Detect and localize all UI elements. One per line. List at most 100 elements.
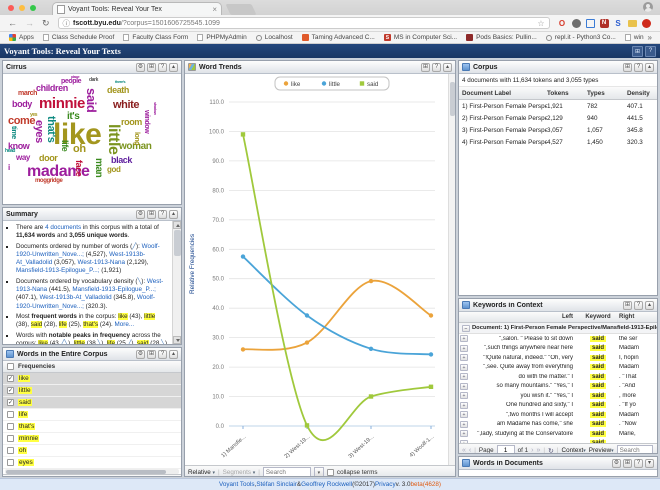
collapse-icon[interactable]: ▴ bbox=[645, 62, 654, 72]
cloud-word[interactable]: man bbox=[93, 158, 104, 178]
export-icon[interactable]: ⊞ bbox=[147, 62, 156, 72]
export-icon[interactable]: ⊞ bbox=[632, 45, 643, 57]
word-row[interactable]: that's bbox=[3, 421, 181, 433]
kwic-document-group[interactable]: − Document: 1) First-Person Female Persp… bbox=[459, 323, 657, 334]
kwic-row[interactable]: + One hundred and sixty," I said . "If yo bbox=[459, 401, 657, 411]
word-checkbox[interactable]: ✓ bbox=[7, 375, 14, 382]
prev-page-icon[interactable]: ‹ bbox=[468, 447, 472, 454]
cloud-word[interactable]: march bbox=[18, 90, 38, 97]
cloud-word[interactable]: time bbox=[10, 126, 17, 139]
site-info-icon[interactable]: ⓘ bbox=[62, 18, 71, 28]
kwic-row[interactable]: + ",two months I will accept said Madam bbox=[459, 410, 657, 420]
help-icon[interactable]: ? bbox=[634, 62, 643, 72]
bookmark-item[interactable]: Taming Advanced C... bbox=[301, 34, 375, 41]
highlighted-term[interactable]: little bbox=[73, 339, 85, 344]
zoom-window-button[interactable] bbox=[30, 4, 36, 11]
export-icon[interactable]: ⊞ bbox=[623, 62, 632, 72]
kwic-row[interactable]: + do with the matter." I said . "That bbox=[459, 372, 657, 382]
gear-icon[interactable]: ⚙ bbox=[136, 349, 145, 359]
cloud-word[interactable]: head bbox=[5, 148, 16, 154]
help-icon[interactable]: ? bbox=[634, 458, 643, 468]
word-row[interactable]: oh bbox=[3, 445, 181, 457]
cloud-word[interactable]: come bbox=[8, 115, 36, 127]
summary-link[interactable]: West-1913-Nana bbox=[77, 259, 126, 267]
trends-search-input[interactable] bbox=[262, 467, 311, 476]
cloud-word[interactable]: black bbox=[111, 155, 133, 165]
minimize-window-button[interactable] bbox=[19, 4, 25, 11]
cloud-word[interactable]: i bbox=[8, 163, 10, 172]
extension-icon-2[interactable] bbox=[571, 18, 581, 28]
word-row[interactable]: minnie bbox=[3, 433, 181, 445]
bookmark-star-icon[interactable]: ☆ bbox=[537, 18, 545, 28]
summary-link[interactable]: Woolf-1920-Unwritten_Nove...; bbox=[16, 242, 160, 258]
extension-icon-4[interactable]: N bbox=[599, 18, 609, 28]
expand-row-icon[interactable]: + bbox=[460, 363, 468, 371]
profile-icon[interactable] bbox=[643, 2, 653, 12]
highlighted-term[interactable]: like bbox=[118, 312, 128, 320]
footer-link[interactable]: Geoffrey Rockwell bbox=[301, 481, 353, 488]
word-checkbox[interactable] bbox=[7, 411, 14, 418]
summary-link[interactable]: More... bbox=[114, 321, 135, 329]
corpus-row[interactable]: 1) First-Person Female Perspec...1,921 78… bbox=[459, 100, 657, 112]
cloud-word[interactable]: like bbox=[53, 118, 102, 151]
extension-icon-1[interactable]: O bbox=[558, 18, 566, 28]
word-row[interactable]: life bbox=[3, 409, 181, 421]
kwic-row[interactable]: + ",such things anywhere near here said Mad… bbox=[459, 344, 657, 354]
word-checkbox[interactable]: ✓ bbox=[7, 387, 14, 394]
browser-tab[interactable]: Voyant Tools: Reveal Your Tex × bbox=[52, 2, 222, 15]
summary-link[interactable]: 4 documents bbox=[45, 224, 82, 231]
bookmark-item[interactable]: Pods Basics: Pullin... bbox=[466, 34, 537, 41]
highlighted-term[interactable]: life bbox=[58, 321, 67, 329]
cloud-word[interactable]: window bbox=[143, 110, 150, 134]
word-checkbox[interactable] bbox=[7, 435, 14, 442]
cloud-word[interactable]: white bbox=[113, 99, 140, 111]
kwic-row[interactable]: + "!Quite natural, indeed." "Oh, very said… bbox=[459, 353, 657, 363]
cloud-word[interactable]: yes bbox=[30, 112, 38, 118]
summary-link[interactable]: Mansfield-1913-Epilogue_P...; bbox=[16, 267, 100, 275]
cloud-word[interactable]: face bbox=[74, 160, 84, 177]
expand-row-icon[interactable]: + bbox=[460, 373, 468, 381]
summary-link[interactable]: Woolf-1920-Unwritten_Nove...; bbox=[16, 294, 155, 310]
extension-icon-6[interactable] bbox=[627, 19, 637, 27]
close-window-button[interactable] bbox=[8, 4, 14, 11]
word-row[interactable]: ✓ little bbox=[3, 385, 181, 397]
help-icon[interactable]: ? bbox=[645, 45, 656, 57]
horizontal-scrollbar[interactable] bbox=[5, 469, 179, 474]
highlighted-term[interactable]: that's bbox=[83, 321, 99, 329]
collapse-icon[interactable]: ▴ bbox=[169, 349, 178, 359]
corpus-column-header[interactable]: Document Label Tokens Types Density bbox=[459, 87, 657, 100]
word-checkbox[interactable]: ✓ bbox=[7, 399, 14, 406]
kwic-row[interactable]: + you wish it." "Yes," I said , more bbox=[459, 391, 657, 401]
cloud-word[interactable]: children bbox=[36, 83, 68, 93]
scroll-up-icon[interactable] bbox=[173, 221, 181, 229]
select-all-checkbox[interactable] bbox=[7, 363, 14, 370]
kwic-row[interactable]: + ",see. Quite away from everything said Ma… bbox=[459, 363, 657, 373]
bookmark-item[interactable]: Apps bbox=[9, 34, 34, 41]
cloud-word[interactable]: know bbox=[8, 141, 30, 151]
summary-link[interactable]: West-1913b-At_Valladolid bbox=[16, 250, 146, 267]
word-row[interactable]: eyes bbox=[3, 457, 181, 469]
summary-link[interactable]: West-1913-Nana bbox=[16, 277, 164, 294]
bookmark-item[interactable]: S MS in Computer Sci... bbox=[383, 34, 457, 41]
cloud-word[interactable]: body bbox=[12, 99, 32, 109]
bookmark-item[interactable]: repl.it - Python3 Co... bbox=[545, 34, 616, 41]
expand-row-icon[interactable]: + bbox=[460, 411, 468, 419]
collapse-icon[interactable]: ▴ bbox=[169, 209, 178, 219]
corpus-row[interactable]: 2) First-Person Female Perspec...2,129 94… bbox=[459, 112, 657, 124]
cloud-word[interactable]: said bbox=[84, 88, 99, 113]
cloud-word[interactable]: woman bbox=[119, 141, 152, 152]
cloud-word[interactable]: madame bbox=[27, 163, 90, 180]
search-input[interactable] bbox=[77, 476, 125, 477]
bookmark-item[interactable]: PHPMyAdmin bbox=[197, 34, 247, 41]
url-field[interactable]: ⓘ fscott.byu.edu/?corpus=1501606725545.1… bbox=[57, 17, 550, 29]
word-row[interactable]: ✓ said bbox=[3, 397, 181, 409]
cloud-word[interactable]: god bbox=[107, 165, 121, 174]
highlighted-term[interactable]: said bbox=[30, 321, 43, 329]
corpus-row[interactable]: 3) First-Person Female Perspec...3,057 1,… bbox=[459, 124, 657, 136]
segments-dropdown[interactable]: Segments ▾ bbox=[222, 469, 256, 476]
footer-link[interactable]: Privacy bbox=[374, 481, 396, 488]
gear-icon[interactable]: ⚙ bbox=[136, 62, 145, 72]
export-icon[interactable]: ⊞ bbox=[147, 209, 156, 219]
bookmark-item[interactable]: Localhost bbox=[255, 34, 293, 41]
preview-dropdown[interactable]: Preview▾ bbox=[588, 447, 614, 454]
